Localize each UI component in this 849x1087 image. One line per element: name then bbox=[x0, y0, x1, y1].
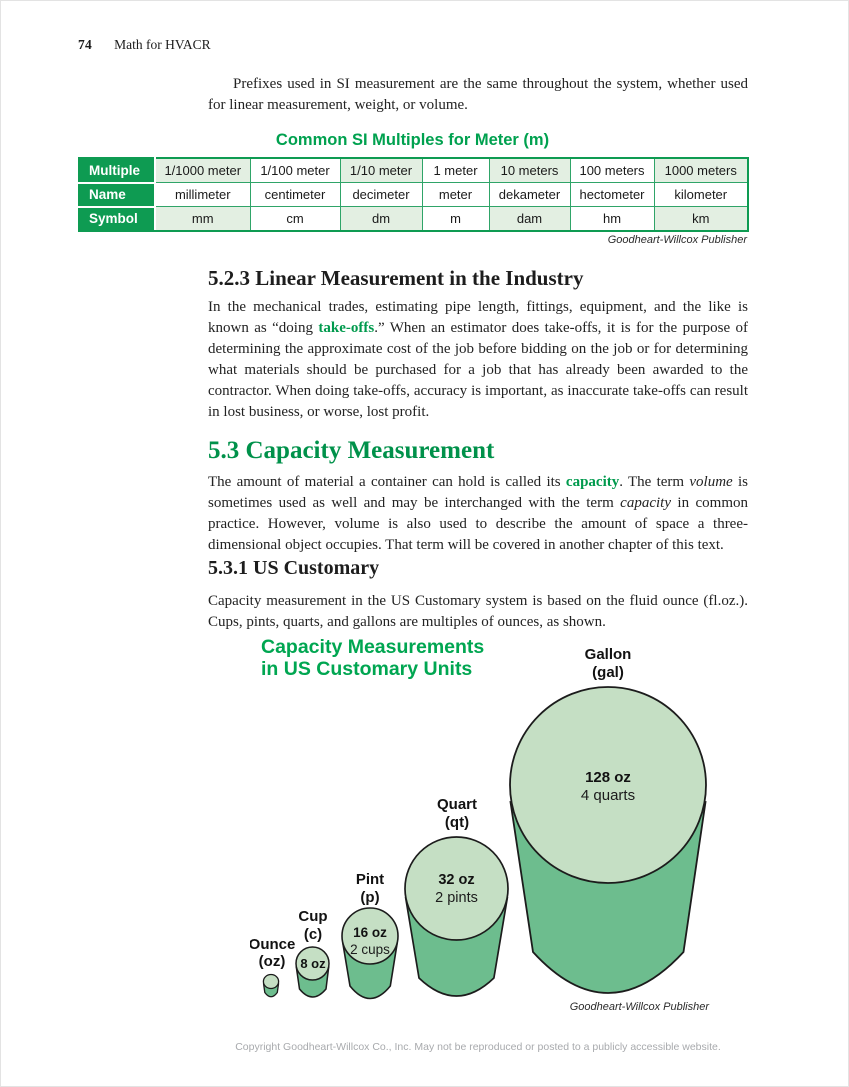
quart-sub-value: 2 pints bbox=[435, 890, 478, 906]
pint-oz-value: 16 oz bbox=[353, 925, 387, 940]
table-cell: mm bbox=[154, 206, 251, 232]
section-paragraph-531: Capacity measurement in the US Customary… bbox=[208, 593, 748, 630]
figure-title-line2: in US Customary Units bbox=[261, 658, 472, 680]
page-number: 74 bbox=[78, 37, 93, 52]
ounce-label: Ounce bbox=[250, 936, 295, 953]
table-cell: km bbox=[653, 206, 749, 232]
si-multiples-table: Multiple 1/1000 meter 1/100 meter 1/10 m… bbox=[78, 157, 749, 232]
quart-oz-value: 32 oz bbox=[438, 872, 474, 888]
ounce-abbr: (oz) bbox=[259, 953, 286, 970]
table-cell: centimeter bbox=[249, 182, 341, 207]
table-cell: m bbox=[421, 206, 490, 232]
gallon-sub-value: 4 quarts bbox=[581, 787, 635, 804]
gallon-abbr: (gal) bbox=[592, 664, 624, 681]
gallon-cylinder-top bbox=[509, 686, 707, 884]
si-table-title: Common SI Multiples for Meter (m) bbox=[275, 131, 550, 149]
table-credit: Goodheart-Willcox Publisher bbox=[607, 234, 747, 246]
table-cell: cm bbox=[249, 206, 341, 232]
table-cell: millimeter bbox=[154, 182, 251, 207]
figure-credit: Goodheart-Willcox Publisher bbox=[570, 1001, 711, 1013]
section-paragraph-53: The amount of material a container can h… bbox=[208, 474, 748, 553]
section-paragraph-523: In the mechanical trades, estimating pip… bbox=[208, 299, 748, 420]
row-header-multiple: Multiple bbox=[78, 157, 156, 184]
table-cell: 1/100 meter bbox=[249, 157, 341, 183]
pint-cylinder-top bbox=[341, 907, 399, 965]
gallon-label: Gallon bbox=[585, 646, 632, 663]
section-heading-53: 5.3 Capacity Measurement bbox=[208, 437, 495, 464]
copyright-footer: Copyright Goodheart-Willcox Co., Inc. Ma… bbox=[235, 1041, 721, 1053]
table-cell: 1 meter bbox=[421, 157, 490, 183]
capacity-figure: Capacity Measurements in US Customary Un… bbox=[250, 636, 711, 1013]
book-title: Math for HVACR bbox=[114, 37, 211, 52]
table-cell: dm bbox=[339, 206, 423, 232]
intro-paragraph: Prefixes used in SI measurement are the … bbox=[208, 76, 748, 113]
figure-title-line1: Capacity Measurements bbox=[261, 636, 484, 658]
table-cell: 10 meters bbox=[488, 157, 571, 183]
section-heading-531: 5.3.1 US Customary bbox=[208, 557, 380, 579]
table-cell: hectometer bbox=[569, 182, 655, 207]
cup-oz-value: 8 oz bbox=[300, 956, 326, 971]
section-heading-523: 5.2.3 Linear Measurement in the Industry bbox=[208, 266, 584, 290]
cup-cylinder-top bbox=[295, 946, 330, 981]
table-cell: dam bbox=[488, 206, 571, 232]
row-header-name: Name bbox=[78, 181, 156, 208]
table-cell: kilometer bbox=[653, 182, 749, 207]
pint-abbr: (p) bbox=[360, 889, 379, 906]
cup-abbr: (c) bbox=[304, 926, 322, 943]
table-cell: 100 meters bbox=[569, 157, 655, 183]
running-head: 74 Math for HVACR bbox=[78, 37, 211, 53]
table-cell: meter bbox=[421, 182, 490, 207]
table-row-multiple: Multiple 1/1000 meter 1/100 meter 1/10 m… bbox=[78, 157, 749, 184]
table-cell: decimeter bbox=[339, 182, 423, 207]
gallon-oz-value: 128 oz bbox=[585, 769, 631, 786]
ounce-cylinder-top bbox=[262, 973, 280, 990]
quart-label: Quart bbox=[437, 796, 477, 813]
table-cell: 1/10 meter bbox=[339, 157, 423, 183]
table-cell: dekameter bbox=[488, 182, 571, 207]
table-row-symbol: Symbol mm cm dm m dam hm km bbox=[78, 205, 749, 232]
pint-sub-value: 2 cups bbox=[350, 942, 390, 957]
table-cell: 1/1000 meter bbox=[154, 157, 251, 183]
row-header-symbol: Symbol bbox=[78, 205, 156, 232]
table-cell: 1000 meters bbox=[653, 157, 749, 183]
quart-abbr: (qt) bbox=[445, 814, 469, 831]
quart-cylinder-top bbox=[404, 836, 509, 941]
cup-label: Cup bbox=[298, 908, 327, 925]
pint-label: Pint bbox=[356, 871, 384, 888]
table-cell: hm bbox=[569, 206, 655, 232]
table-row-name: Name millimeter centimeter decimeter met… bbox=[78, 181, 749, 208]
